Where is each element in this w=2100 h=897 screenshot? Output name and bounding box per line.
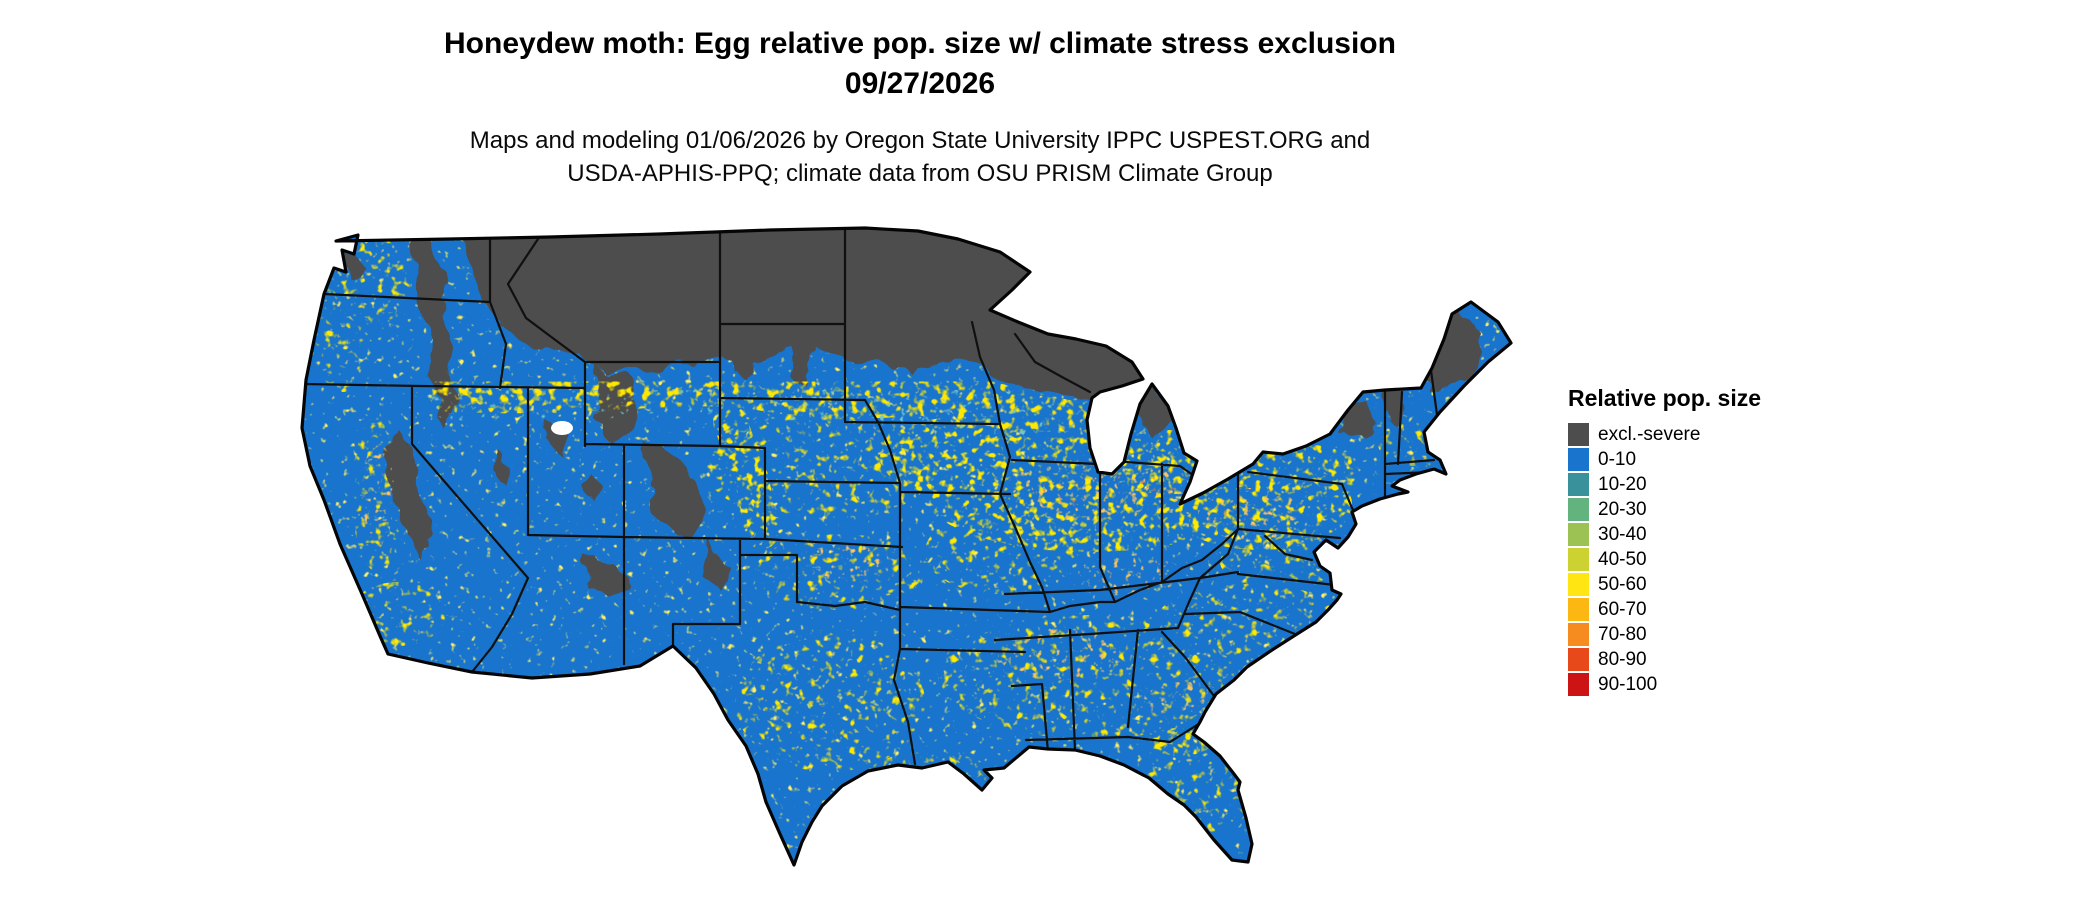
legend-label: 70-80	[1598, 623, 1647, 645]
legend-label: 50-60	[1598, 573, 1647, 595]
legend-swatch	[1568, 423, 1589, 446]
legend-item: 20-30	[1568, 497, 1828, 522]
legend-item: 10-20	[1568, 472, 1828, 497]
legend-label: excl.-severe	[1598, 423, 1701, 445]
legend-swatch	[1568, 473, 1589, 496]
map-title-date: 09/27/2026	[844, 67, 996, 100]
legend-swatch	[1568, 498, 1589, 521]
legend-swatch	[1568, 623, 1589, 646]
legend-item: 50-60	[1568, 572, 1828, 597]
legend-swatch	[1568, 523, 1589, 546]
legend-swatch	[1568, 598, 1589, 621]
legend-label: 10-20	[1598, 473, 1647, 495]
legend-label: 90-100	[1598, 673, 1658, 695]
legend-item: 70-80	[1568, 622, 1828, 647]
legend-label: 0-10	[1598, 448, 1637, 470]
legend-swatch	[1568, 573, 1589, 596]
us-map-canvas	[300, 226, 1513, 867]
great-salt-lake	[551, 421, 573, 435]
legend-label: 60-70	[1598, 598, 1647, 620]
legend-item: 40-50	[1568, 547, 1828, 572]
legend-label: 40-50	[1598, 548, 1647, 570]
legend-swatch	[1568, 673, 1589, 696]
us-map	[300, 222, 1540, 892]
legend-swatch	[1568, 648, 1589, 671]
legend-item: 30-40	[1568, 522, 1828, 547]
speckle-teal-layer	[428, 370, 1127, 458]
legend-item: 90-100	[1568, 672, 1828, 697]
map-subtitle-line1: Maps and modeling 01/06/2026 by Oregon S…	[469, 127, 1371, 154]
map-title: Honeydew moth: Egg relative pop. size w/…	[444, 27, 1396, 60]
legend-item: 60-70	[1568, 597, 1828, 622]
legend-swatch	[1568, 548, 1589, 571]
speckle-red-layer	[1040, 466, 1285, 530]
legend-label: 20-30	[1598, 498, 1647, 520]
legend-title: Relative pop. size	[1568, 385, 1762, 411]
legend-item: 0-10	[1568, 447, 1828, 472]
legend-item: 80-90	[1568, 647, 1828, 672]
state-borders	[302, 228, 1442, 766]
legend-label: 80-90	[1598, 648, 1647, 670]
legend-label: 30-40	[1598, 523, 1647, 545]
map-subtitle-line2: USDA-APHIS-PPQ; climate data from OSU PR…	[567, 160, 1273, 187]
legend-swatch	[1568, 448, 1589, 471]
legend-item: excl.-severe	[1568, 422, 1828, 447]
legend: Relative pop. size excl.-severe 0-10 10-…	[1568, 385, 1828, 697]
country-outline	[300, 226, 1513, 867]
